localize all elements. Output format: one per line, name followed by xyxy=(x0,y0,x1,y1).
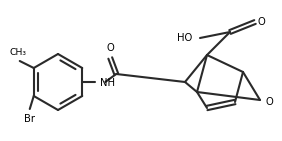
Text: NH: NH xyxy=(100,78,115,88)
Text: HO: HO xyxy=(177,33,192,43)
Text: CH₃: CH₃ xyxy=(9,48,26,57)
Text: O: O xyxy=(258,17,266,27)
Text: Br: Br xyxy=(24,114,35,124)
Text: O: O xyxy=(106,43,114,53)
Text: O: O xyxy=(265,97,273,107)
